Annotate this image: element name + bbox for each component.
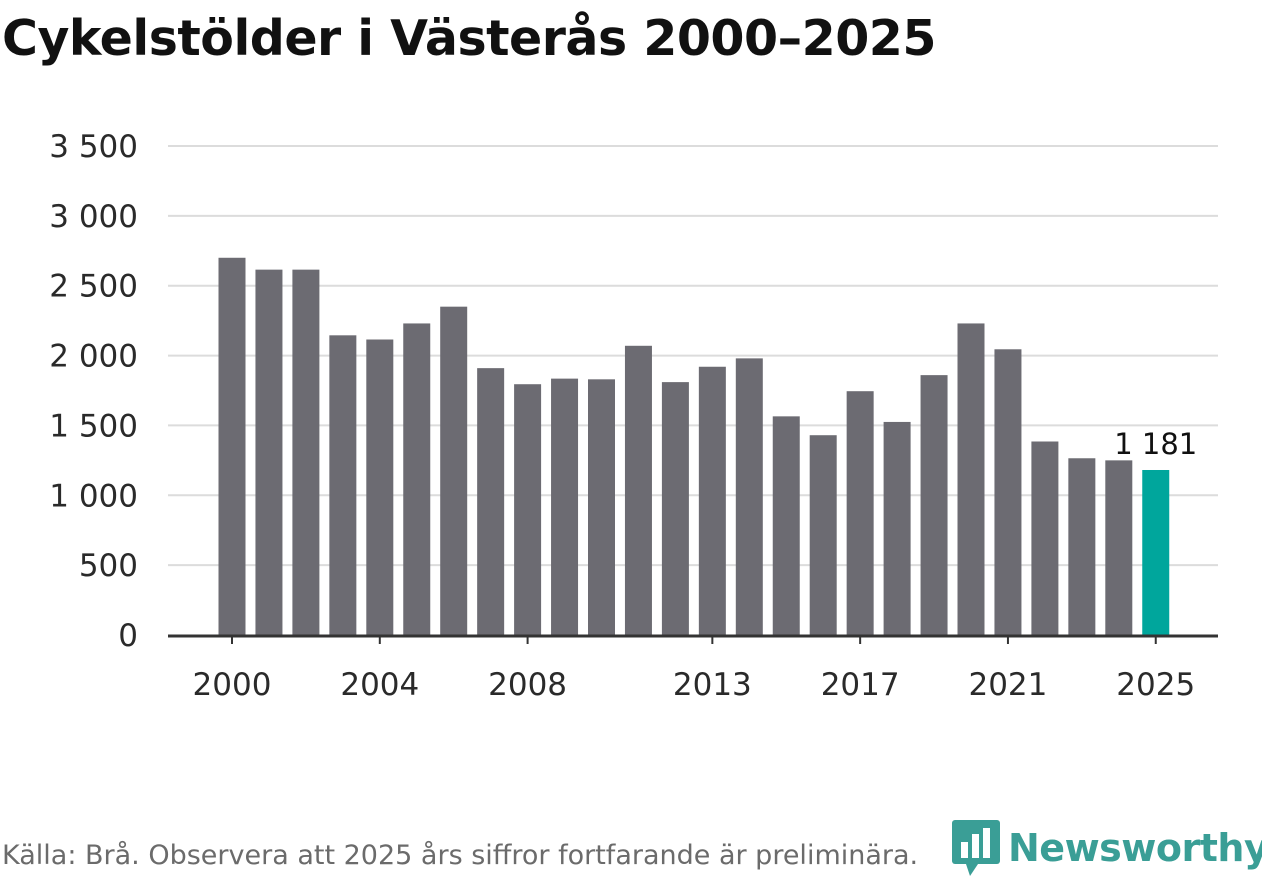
bar-2018 — [883, 421, 911, 635]
brand-logo: Newsworthy — [952, 820, 1262, 876]
x-tick-label: 2000 — [193, 667, 272, 703]
bar-2006 — [440, 306, 468, 635]
brand-name: Newsworthy — [1008, 826, 1262, 870]
bar-2009 — [551, 378, 579, 635]
bar-2024 — [1105, 460, 1133, 635]
newsworthy-chart-logo-icon — [952, 820, 1000, 876]
y-tick-label: 2 500 — [49, 269, 138, 305]
bar-2019 — [920, 375, 948, 635]
chart-title: Cykelstölder i Västerås 2000–2025 — [2, 10, 936, 67]
bar-2005 — [403, 323, 431, 635]
y-tick-label: 1 000 — [49, 478, 138, 514]
x-tick-label: 2021 — [968, 667, 1047, 703]
bar-2001 — [255, 269, 283, 635]
x-tick-label: 2025 — [1116, 667, 1195, 703]
bar-2014 — [735, 358, 763, 635]
y-tick-label: 1 500 — [49, 408, 138, 444]
x-tick-label: 2017 — [821, 667, 900, 703]
y-tick-label: 3 500 — [49, 129, 138, 165]
bar-2013 — [698, 366, 726, 635]
bar-2003 — [329, 335, 357, 635]
bar-2020 — [957, 323, 985, 635]
bar-2011 — [624, 345, 652, 635]
bar-2021 — [994, 349, 1022, 635]
bar-2016 — [809, 435, 837, 635]
y-tick-label: 2 000 — [49, 339, 138, 375]
bar-2010 — [588, 379, 615, 635]
source-note: Källa: Brå. Observera att 2025 års siffr… — [2, 840, 919, 871]
bar-2002 — [292, 269, 320, 635]
bar-2015 — [772, 416, 800, 635]
bar-2017 — [846, 391, 874, 635]
y-tick-label: 3 000 — [49, 199, 138, 235]
data-label-2025: 1 181 — [1114, 427, 1197, 461]
bar-2012 — [661, 382, 689, 635]
y-tick-label: 0 — [118, 618, 138, 654]
bar-2000 — [218, 257, 246, 635]
bar-2008 — [514, 384, 542, 635]
x-tick-label: 2008 — [488, 667, 567, 703]
x-tick-label: 2004 — [340, 667, 419, 703]
bar-2023 — [1068, 458, 1096, 635]
y-tick-label: 500 — [79, 548, 138, 584]
bar-2022 — [1031, 441, 1059, 635]
bar-2007 — [477, 368, 505, 635]
bar-2004 — [366, 339, 394, 635]
x-tick-label: 2013 — [673, 667, 752, 703]
bar-2025 — [1142, 469, 1170, 635]
